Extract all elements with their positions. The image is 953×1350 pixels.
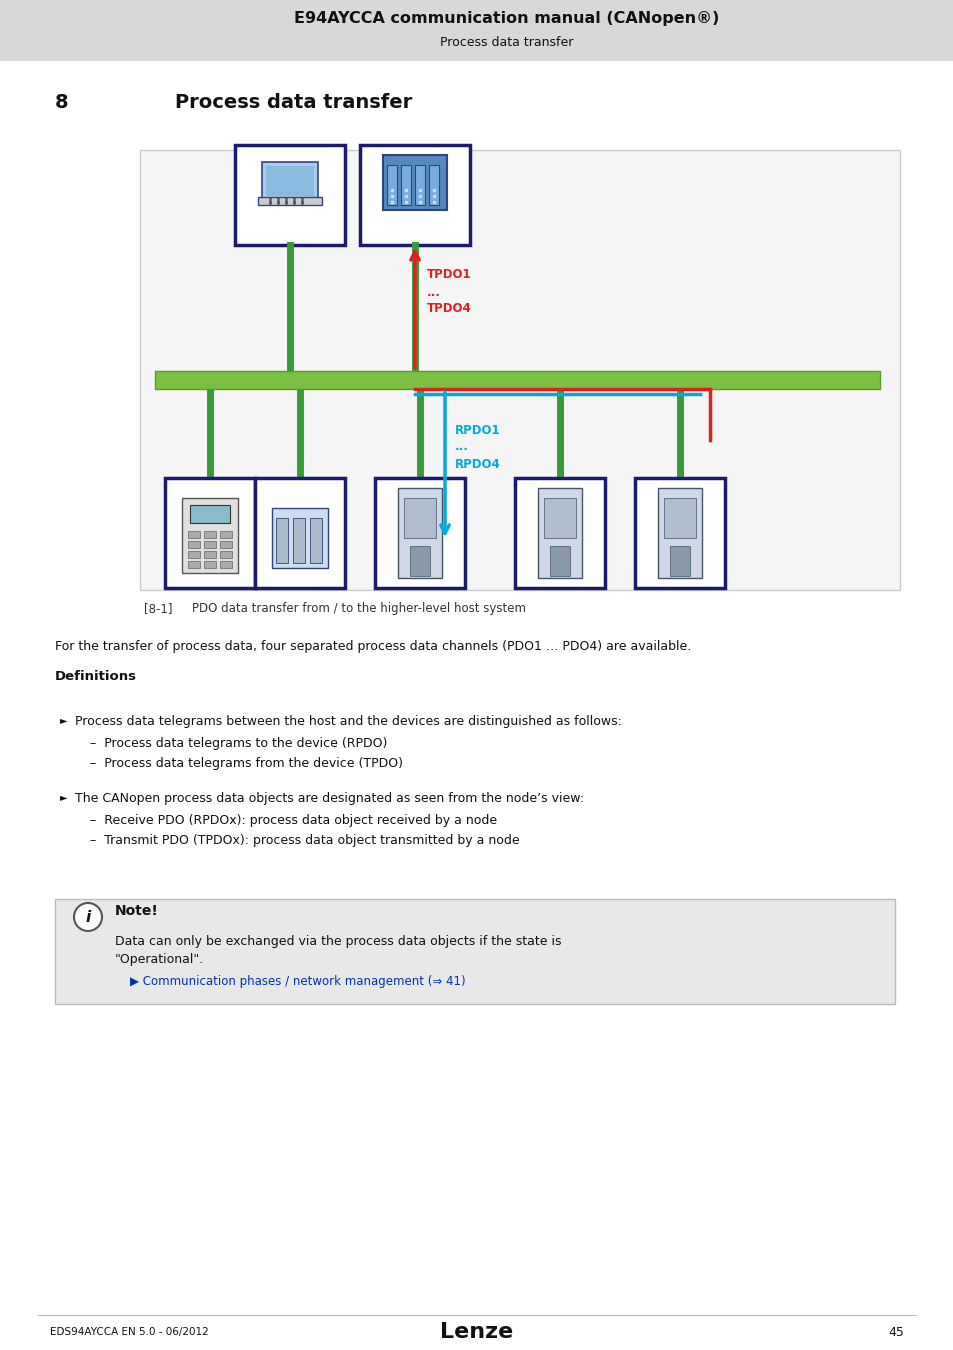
Text: ▶ Communication phases / network management (⇒ 41): ▶ Communication phases / network managem… (130, 976, 465, 988)
Text: For the transfer of process data, four separated process data channels (PDO1 … P: For the transfer of process data, four s… (55, 640, 691, 653)
Text: TPDO4: TPDO4 (427, 302, 471, 316)
Text: –  Receive PDO (RPDOx): process data object received by a node: – Receive PDO (RPDOx): process data obje… (90, 814, 497, 828)
Text: Data can only be exchanged via the process data objects if the state is: Data can only be exchanged via the proce… (115, 934, 561, 948)
Text: –  Transmit PDO (TPDOx): process data object transmitted by a node: – Transmit PDO (TPDOx): process data obj… (90, 834, 519, 846)
Bar (550, 545, 569, 576)
Text: 45: 45 (887, 1326, 903, 1338)
Text: –  Process data telegrams from the device (TPDO): – Process data telegrams from the device… (90, 757, 402, 769)
Bar (669, 545, 689, 576)
Text: [8-1]: [8-1] (144, 602, 172, 616)
Bar (220, 551, 232, 558)
Bar (410, 545, 430, 576)
Bar (403, 498, 436, 539)
Bar (543, 498, 576, 539)
Text: RPDO1: RPDO1 (455, 424, 500, 436)
Text: ...: ... (427, 285, 440, 298)
Bar (188, 541, 200, 548)
Bar (537, 487, 581, 578)
Text: ...: ... (455, 440, 468, 454)
Circle shape (74, 903, 102, 932)
Bar (204, 531, 215, 539)
Text: TPDO1: TPDO1 (427, 269, 471, 282)
Text: PDO data transfer from / to the higher-level host system: PDO data transfer from / to the higher-l… (192, 602, 525, 616)
Bar (262, 162, 317, 200)
Text: ►: ► (60, 716, 68, 725)
Bar (387, 165, 396, 205)
Bar (220, 541, 232, 548)
Text: EDS94AYCCA EN 5.0 - 06/2012: EDS94AYCCA EN 5.0 - 06/2012 (50, 1327, 209, 1336)
Bar (663, 498, 696, 539)
Bar (188, 562, 200, 568)
Bar (190, 505, 230, 522)
Bar (182, 498, 237, 572)
Bar (188, 551, 200, 558)
Bar (254, 478, 345, 589)
Bar (154, 371, 879, 389)
Bar (375, 478, 464, 589)
Bar (0, 0, 953, 59)
Text: Note!: Note! (115, 904, 159, 918)
Bar (188, 531, 200, 539)
Bar (397, 487, 441, 578)
Text: E94AYCCA communication manual (CANopen®): E94AYCCA communication manual (CANopen®) (294, 11, 719, 26)
Bar (204, 562, 215, 568)
Bar (257, 197, 322, 205)
Bar (400, 165, 411, 205)
Text: Definitions: Definitions (55, 670, 137, 683)
Bar (415, 165, 424, 205)
Text: Process data transfer: Process data transfer (174, 93, 412, 112)
Text: RPDO4: RPDO4 (455, 458, 500, 471)
Bar (204, 551, 215, 558)
Bar (234, 144, 345, 244)
Bar (165, 478, 254, 589)
Text: Process data telegrams between the host and the devices are distinguished as fol: Process data telegrams between the host … (75, 716, 621, 728)
Bar (658, 487, 701, 578)
Bar (310, 518, 322, 563)
Bar (275, 518, 288, 563)
Text: The CANopen process data objects are designated as seen from the node’s view:: The CANopen process data objects are des… (75, 792, 583, 805)
Bar (635, 478, 724, 589)
Bar (220, 562, 232, 568)
Bar (293, 518, 305, 563)
Text: Lenze: Lenze (440, 1322, 513, 1342)
Text: "Operational".: "Operational". (115, 953, 204, 965)
FancyBboxPatch shape (55, 899, 894, 1004)
Bar (140, 150, 899, 590)
Text: ►: ► (60, 792, 68, 802)
Text: Process data transfer: Process data transfer (440, 35, 573, 49)
Bar (382, 155, 447, 211)
Text: –  Process data telegrams to the device (RPDO): – Process data telegrams to the device (… (90, 737, 387, 751)
Bar (272, 508, 328, 568)
Bar (429, 165, 438, 205)
Text: i: i (85, 910, 91, 925)
Bar (204, 541, 215, 548)
Bar (266, 166, 314, 196)
Text: 8: 8 (55, 93, 69, 112)
Bar (220, 531, 232, 539)
Bar (359, 144, 470, 244)
Bar (515, 478, 604, 589)
